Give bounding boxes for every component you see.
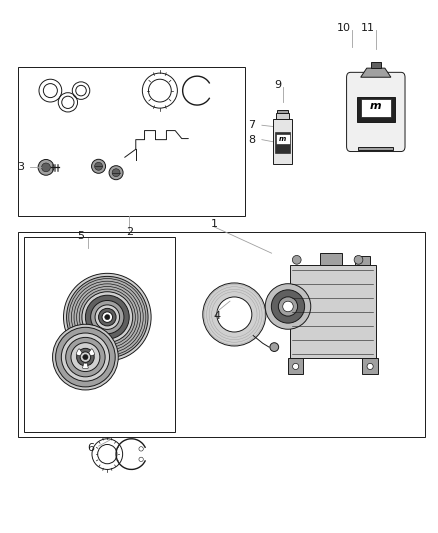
Bar — [277, 110, 288, 113]
Ellipse shape — [95, 163, 102, 170]
Bar — [362, 358, 378, 374]
Ellipse shape — [67, 277, 148, 358]
Text: 5: 5 — [78, 231, 85, 240]
Ellipse shape — [53, 324, 118, 390]
Bar — [276, 113, 289, 119]
Bar — [273, 118, 292, 164]
Ellipse shape — [271, 290, 305, 323]
Polygon shape — [360, 68, 391, 77]
Ellipse shape — [91, 301, 124, 334]
FancyBboxPatch shape — [346, 72, 405, 151]
Bar — [24, 237, 175, 432]
Bar — [355, 256, 370, 265]
Ellipse shape — [270, 343, 279, 351]
Ellipse shape — [95, 305, 120, 329]
Ellipse shape — [293, 255, 301, 264]
Ellipse shape — [109, 166, 123, 180]
Ellipse shape — [38, 159, 54, 175]
Bar — [288, 358, 304, 374]
Ellipse shape — [279, 297, 298, 316]
Text: 11: 11 — [361, 23, 375, 33]
Wedge shape — [89, 349, 95, 356]
Ellipse shape — [354, 255, 363, 264]
Bar — [358, 147, 393, 150]
Text: 6: 6 — [88, 443, 95, 453]
Ellipse shape — [80, 352, 91, 362]
Text: 7: 7 — [248, 120, 255, 130]
Text: 4: 4 — [213, 311, 220, 320]
Ellipse shape — [64, 273, 151, 361]
Ellipse shape — [66, 337, 105, 377]
Ellipse shape — [139, 457, 143, 462]
Bar — [357, 97, 395, 122]
Ellipse shape — [217, 297, 252, 332]
Text: 9: 9 — [275, 80, 282, 90]
Ellipse shape — [203, 283, 266, 346]
Ellipse shape — [83, 354, 88, 360]
Ellipse shape — [139, 447, 143, 451]
Ellipse shape — [82, 292, 133, 343]
Ellipse shape — [293, 364, 299, 369]
Ellipse shape — [102, 312, 113, 322]
Text: m: m — [370, 101, 381, 111]
Ellipse shape — [105, 314, 110, 320]
Bar — [18, 232, 425, 437]
Bar — [360, 99, 391, 117]
Ellipse shape — [61, 333, 110, 381]
Wedge shape — [82, 363, 88, 369]
Wedge shape — [76, 349, 82, 356]
Text: m: m — [279, 135, 286, 142]
Text: 2: 2 — [126, 228, 133, 237]
Ellipse shape — [71, 343, 100, 372]
Text: 10: 10 — [337, 23, 351, 33]
Ellipse shape — [283, 301, 293, 312]
Bar — [320, 254, 342, 265]
Bar — [276, 134, 290, 143]
Bar — [371, 61, 381, 68]
Ellipse shape — [92, 159, 106, 173]
Bar — [18, 67, 245, 216]
Ellipse shape — [99, 309, 116, 326]
Ellipse shape — [367, 364, 373, 369]
Ellipse shape — [77, 349, 94, 366]
Ellipse shape — [42, 163, 50, 172]
Text: 3: 3 — [18, 163, 25, 172]
Ellipse shape — [85, 295, 129, 339]
Ellipse shape — [112, 169, 120, 176]
Text: 1: 1 — [211, 219, 218, 229]
Text: 8: 8 — [248, 135, 255, 144]
Ellipse shape — [56, 327, 115, 387]
Bar — [275, 132, 290, 152]
Bar — [290, 265, 375, 358]
Ellipse shape — [265, 284, 311, 329]
